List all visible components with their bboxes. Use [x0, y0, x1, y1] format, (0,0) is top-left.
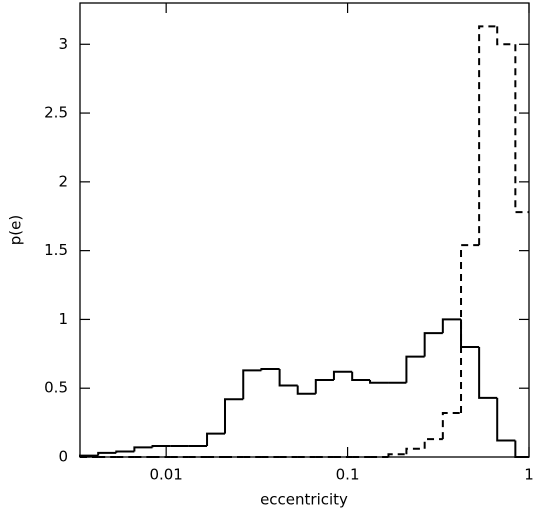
histogram-step	[514, 440, 529, 458]
histogram-step	[423, 332, 443, 357]
y-tick-label: 0	[58, 448, 68, 466]
y-tick-label: 2	[58, 172, 68, 190]
y-tick-label: 0.5	[44, 379, 68, 397]
histogram-step	[206, 432, 225, 446]
y-axis-label: p(e)	[7, 215, 25, 245]
histogram-step	[460, 319, 480, 348]
histogram-step	[514, 44, 529, 214]
histogram-step	[496, 397, 516, 442]
histogram-step	[478, 346, 498, 399]
histogram-step	[369, 379, 389, 384]
histogram-step	[423, 438, 443, 449]
histogram-step	[133, 446, 153, 452]
x-axis-label: eccentricity	[260, 491, 348, 509]
y-tick-label: 2.5	[44, 104, 68, 122]
histogram-step	[496, 26, 516, 46]
y-tick-label: 1.5	[44, 241, 68, 259]
histogram-step	[97, 451, 117, 456]
x-tick-label: 1	[524, 466, 534, 484]
histogram-step	[260, 367, 280, 371]
histogram-step	[441, 318, 462, 334]
histogram-step	[332, 370, 353, 380]
histogram-step	[441, 411, 462, 440]
histogram-step	[351, 371, 371, 381]
x-tick-label: 0.01	[149, 466, 182, 484]
histogram-step	[242, 369, 262, 400]
histogram-step	[223, 398, 244, 434]
y-tick-label: 3	[58, 35, 68, 53]
histogram-step	[478, 25, 498, 246]
histogram-step	[296, 385, 316, 395]
histogram-step	[151, 444, 171, 448]
histogram-step	[405, 447, 425, 455]
histogram-step	[115, 450, 135, 453]
histogram-step	[278, 368, 298, 387]
y-tick-label: 1	[58, 310, 68, 328]
histogram-step	[460, 244, 480, 413]
histogram-step	[405, 355, 425, 383]
x-tick-label: 0.1	[336, 466, 360, 484]
histogram-step	[314, 378, 334, 394]
histogram-step	[387, 453, 407, 457]
